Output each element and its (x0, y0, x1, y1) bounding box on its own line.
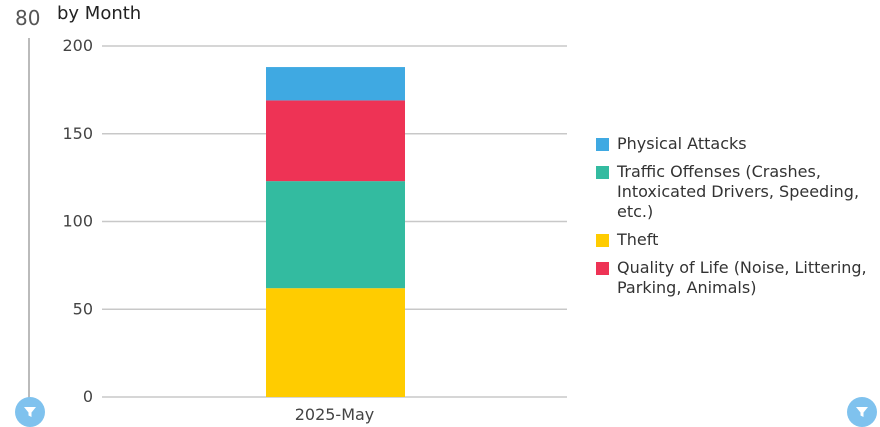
filter-button-left[interactable] (15, 397, 45, 427)
bar-segment (266, 181, 405, 289)
filter-icon (24, 407, 36, 417)
y-tick-label: 150 (62, 124, 93, 143)
chart-legend: Physical Attacks Traffic Offenses (Crashe… (596, 134, 876, 306)
legend-label: Theft (617, 230, 659, 249)
y-tick-label: 100 (62, 212, 93, 231)
legend-item[interactable]: Theft (596, 230, 876, 250)
side-panel: 80 (0, 0, 50, 427)
legend-swatch (596, 234, 609, 247)
legend-label: Traffic Offenses (Crashes, Intoxicated D… (617, 162, 860, 221)
x-tick-label: 2025-May (295, 405, 375, 424)
side-divider (28, 38, 30, 400)
legend-item[interactable]: Physical Attacks (596, 134, 876, 154)
legend-item[interactable]: Quality of Life (Noise, Littering, Parki… (596, 258, 876, 298)
bar-segment (266, 100, 405, 182)
filter-button-right[interactable] (847, 397, 877, 427)
y-tick-label: 0 (83, 387, 93, 406)
y-tick-label: 200 (62, 36, 93, 55)
chart-title: by Month (57, 3, 142, 24)
filter-icon (856, 407, 868, 417)
legend-item[interactable]: Traffic Offenses (Crashes, Intoxicated D… (596, 162, 876, 222)
legend-swatch (596, 262, 609, 275)
legend-swatch (596, 138, 609, 151)
side-value: 80 (15, 6, 41, 30)
legend-swatch (596, 166, 609, 179)
legend-label: Physical Attacks (617, 134, 747, 153)
y-tick-label: 50 (73, 299, 93, 318)
bar-segment (266, 67, 405, 101)
legend-label: Quality of Life (Noise, Littering, Parki… (617, 258, 867, 297)
bar-segment (266, 288, 405, 397)
